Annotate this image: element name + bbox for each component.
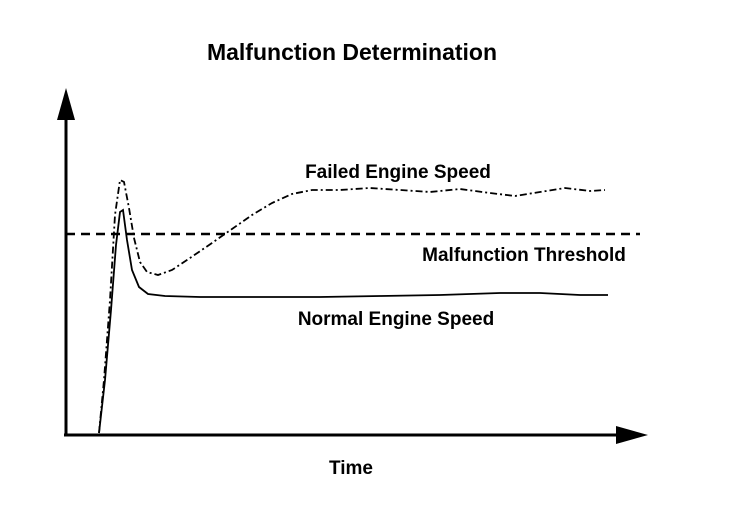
diagram-title: Malfunction Determination [207, 39, 497, 65]
malfunction-threshold-label: Malfunction Threshold [422, 245, 626, 266]
x-axis-label: Time [329, 458, 373, 479]
normal-engine-speed-curve [98, 208, 608, 434]
x-axis-arrowhead [616, 426, 648, 444]
normal-engine-speed-label: Normal Engine Speed [298, 309, 494, 330]
y-axis-arrowhead [57, 88, 75, 120]
failed-engine-speed-label: Failed Engine Speed [305, 162, 491, 183]
failed-engine-speed-curve [98, 178, 606, 434]
